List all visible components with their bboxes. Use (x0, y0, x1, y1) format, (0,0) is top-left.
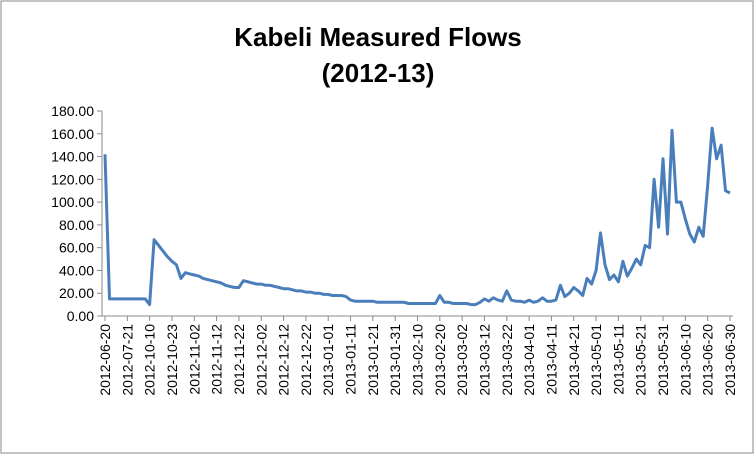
x-tick-label: 2013-06-30 (722, 324, 738, 396)
x-tick-label: 2013-01-21 (365, 324, 381, 396)
x-tick-label: 2013-05-31 (655, 324, 671, 396)
x-tick-label: 2013-02-10 (410, 324, 426, 396)
x-tick-label: 2013-01-31 (387, 324, 403, 396)
x-tick-label: 2013-04-01 (521, 324, 537, 396)
y-tick-label: 0.00 (67, 308, 94, 324)
y-tick-label: 120.00 (51, 171, 94, 187)
chart-subtitle: (2012-13) (322, 58, 435, 88)
x-tick-label: 2012-11-22 (231, 324, 247, 395)
y-tick-label: 40.00 (59, 262, 94, 278)
x-tick-label: 2012-12-02 (253, 324, 269, 396)
x-tick-label: 2013-01-01 (320, 324, 336, 396)
x-tick-label: 2013-03-02 (454, 324, 470, 396)
x-tick-label: 2012-06-20 (97, 324, 113, 396)
x-tick-label: 2012-12-22 (298, 324, 314, 396)
y-tick-label: 140.00 (51, 149, 94, 165)
x-tick-label: 2013-03-22 (499, 324, 515, 396)
x-tick-label: 2013-05-21 (633, 324, 649, 396)
x-tick-label: 2013-02-20 (432, 324, 448, 396)
x-tick-label: 2012-12-12 (276, 324, 292, 396)
x-tick-label: 2013-05-11 (610, 324, 626, 395)
x-tick-label: 2012-11-12 (209, 324, 225, 395)
x-tick-label: 2013-04-11 (543, 324, 559, 395)
y-tick-label: 160.00 (51, 126, 94, 142)
x-tick-label: 2012-10-23 (164, 324, 180, 396)
data-line (103, 126, 731, 307)
x-tick-label: 2013-03-12 (476, 324, 492, 396)
x-tick-label: 2012-10-10 (142, 324, 158, 396)
x-tick-label: 2013-06-20 (700, 324, 716, 396)
y-tick-label: 100.00 (51, 194, 94, 210)
y-tick-label: 20.00 (59, 285, 94, 301)
y-tick-label: 60.00 (59, 240, 94, 256)
y-tick-label: 180.00 (51, 103, 94, 119)
x-tick-label: 2013-05-01 (588, 324, 604, 396)
x-tick-label: 2013-01-11 (343, 324, 359, 395)
x-tick-label: 2012-11-02 (186, 324, 202, 395)
x-tick-label: 2012-07-21 (119, 324, 135, 396)
y-tick-label: 80.00 (59, 217, 94, 233)
chart-title: Kabeli Measured Flows (234, 22, 522, 52)
x-tick-label: 2013-04-21 (566, 324, 582, 396)
x-tick-label: 2013-06-10 (677, 324, 693, 396)
